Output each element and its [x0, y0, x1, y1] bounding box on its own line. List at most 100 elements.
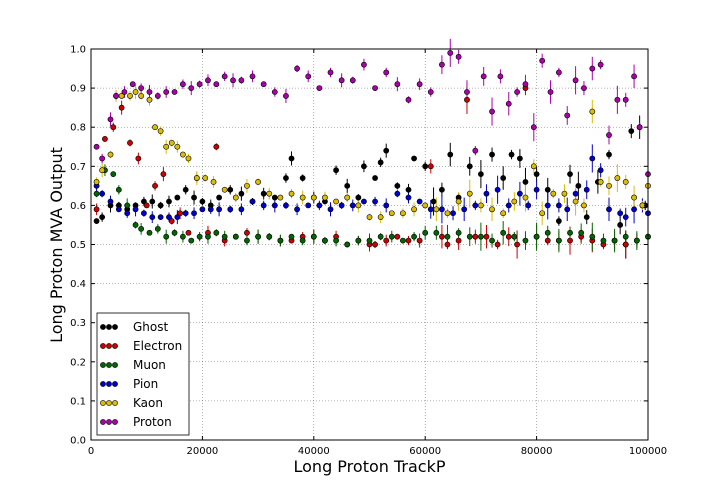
data-point-pion — [227, 206, 234, 213]
data-point-ghost — [628, 128, 635, 135]
x-tick-label: 80000 — [521, 446, 553, 457]
data-point-pion — [271, 202, 278, 209]
data-point-ghost — [575, 182, 582, 189]
data-point-kaon — [152, 124, 158, 131]
data-point-ghost — [355, 194, 362, 201]
data-point-pion — [305, 202, 312, 209]
data-point-electron — [427, 163, 434, 170]
data-point-proton — [564, 112, 571, 119]
data-point-proton — [522, 81, 529, 88]
data-point-muon — [600, 237, 607, 244]
data-point-muon — [288, 233, 295, 240]
data-point-pion — [182, 210, 189, 217]
data-point-ghost — [466, 163, 473, 170]
data-point-proton — [514, 89, 521, 95]
legend-marker-proton — [100, 419, 106, 425]
data-point-kaon — [355, 202, 362, 209]
data-point-muon — [366, 237, 373, 244]
data-point-muon — [455, 229, 462, 236]
data-point-ghost — [182, 186, 189, 193]
data-point-kaon — [288, 190, 295, 197]
data-point-pion — [617, 210, 624, 217]
data-point-pion — [572, 190, 579, 197]
data-point-ghost — [617, 222, 624, 228]
data-point-pion — [427, 206, 434, 213]
data-point-ghost — [555, 218, 562, 224]
x-axis-label: Long Proton TrackP — [294, 457, 446, 476]
legend-marker-muon — [106, 362, 112, 368]
data-point-ghost — [344, 182, 351, 189]
data-point-proton — [589, 65, 596, 72]
data-point-ghost — [606, 151, 612, 158]
data-point-pion — [99, 190, 106, 197]
data-point-muon — [205, 233, 211, 240]
data-point-pion — [124, 210, 131, 217]
data-point-pion — [533, 186, 540, 193]
data-point-muon — [555, 237, 562, 244]
data-point-electron — [416, 237, 423, 244]
legend-marker-pion — [112, 381, 118, 387]
data-point-ghost — [299, 175, 306, 181]
y-tick-label: 0.9 — [70, 84, 86, 95]
data-point-kaon — [388, 210, 395, 217]
data-point-muon — [355, 237, 362, 244]
data-point-ghost — [141, 198, 147, 205]
data-point-pion — [372, 198, 378, 205]
data-point-kaon — [310, 194, 317, 201]
data-point-muon — [411, 233, 417, 240]
axis-ticks: 0 20000 40000 60000 80000 100000 0.0 0.1 0.2 0.3 0… — [70, 45, 667, 458]
data-point-proton — [129, 81, 136, 88]
legend-label-pion: Pion — [133, 377, 158, 391]
legend-marker-muon — [100, 362, 106, 368]
data-point-muon — [115, 186, 122, 193]
data-point-ghost — [383, 147, 390, 154]
data-point-ghost — [405, 186, 412, 193]
data-point-ghost — [238, 190, 245, 197]
data-point-electron — [160, 171, 167, 178]
data-point-kaon — [561, 190, 568, 197]
data-point-proton — [581, 85, 587, 91]
data-point-proton — [539, 57, 546, 64]
data-point-kaon — [210, 179, 217, 185]
data-point-ghost — [544, 186, 551, 193]
data-point-muon — [221, 233, 228, 240]
data-point-pion — [294, 206, 300, 213]
data-point-muon — [400, 237, 406, 244]
data-point-pion — [439, 206, 445, 213]
data-point-proton — [455, 53, 462, 60]
data-point-electron — [177, 210, 184, 217]
data-point-kaon — [522, 194, 529, 201]
data-point-pion — [516, 190, 523, 197]
data-point-muon — [171, 229, 178, 236]
data-point-pion — [450, 210, 456, 217]
data-point-proton — [394, 81, 401, 88]
data-point-muon — [333, 237, 339, 244]
data-point-muon — [146, 229, 153, 236]
data-point-electron — [135, 155, 142, 162]
legend-marker-pion — [100, 381, 106, 387]
data-point-kaon — [244, 182, 250, 189]
data-point-muon — [255, 233, 261, 240]
data-point-electron — [567, 237, 573, 244]
legend-marker-ghost — [112, 324, 118, 330]
data-point-ghost — [508, 151, 515, 158]
data-point-muon — [277, 237, 284, 244]
data-point-kaon — [193, 175, 200, 181]
data-point-proton — [464, 89, 470, 95]
data-point-kaon — [221, 186, 228, 193]
data-point-proton — [636, 124, 643, 131]
data-point-muon — [344, 241, 351, 248]
data-point-ghost — [583, 214, 590, 221]
data-point-proton — [221, 73, 228, 80]
data-point-pion — [505, 202, 512, 209]
data-point-pion — [583, 186, 590, 193]
data-point-proton — [249, 73, 256, 80]
data-point-pion — [472, 202, 479, 209]
legend-marker-ghost — [106, 324, 112, 330]
data-point-pion — [589, 155, 596, 162]
data-point-proton — [447, 50, 454, 56]
data-point-ghost — [489, 151, 495, 158]
legend-marker-kaon — [100, 400, 106, 406]
data-point-proton — [439, 61, 445, 68]
data-point-proton — [99, 155, 106, 162]
